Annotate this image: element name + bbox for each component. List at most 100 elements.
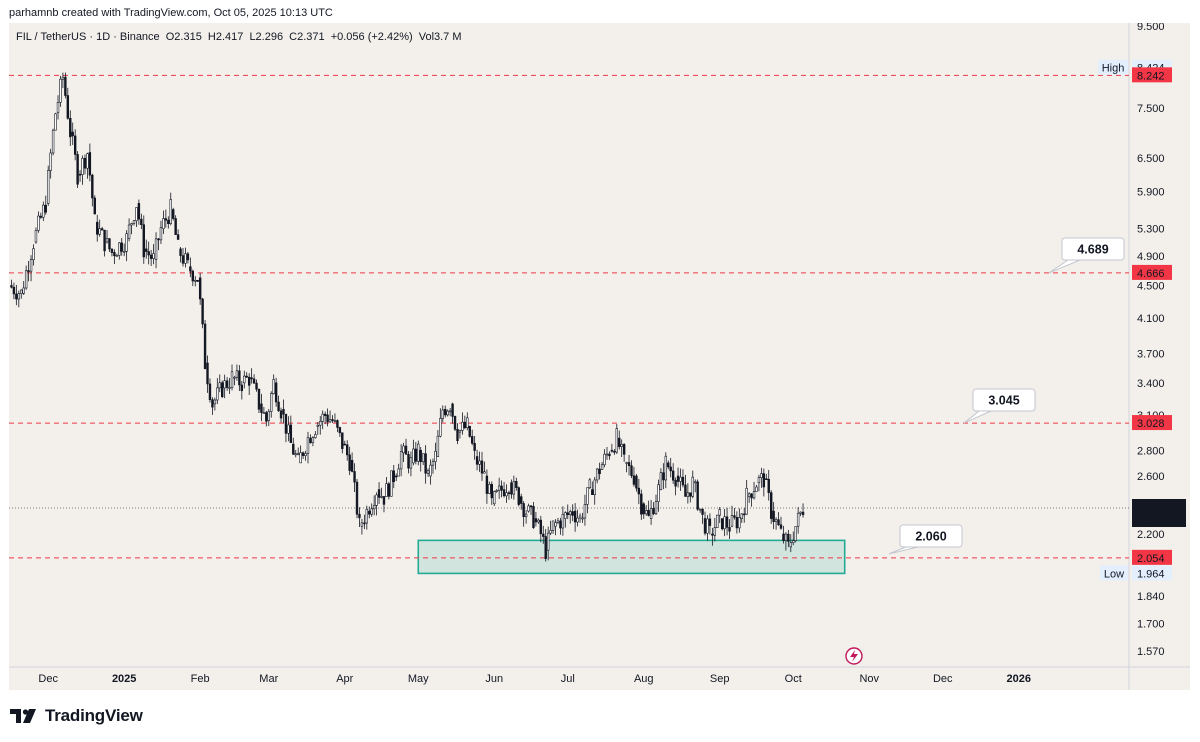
candle <box>387 481 391 500</box>
candle-body <box>475 456 479 465</box>
candle <box>419 447 422 472</box>
candle <box>382 496 386 513</box>
price-tick-label: 1.840 <box>1137 591 1165 603</box>
candle-body <box>137 203 141 220</box>
candle-body <box>370 508 373 515</box>
candle <box>96 214 99 242</box>
candle-body <box>140 218 143 225</box>
ohlc-change: +0.056 (+2.42%) <box>330 31 413 43</box>
tradingview-logo[interactable]: TradingView <box>10 706 143 726</box>
callout-pointer <box>963 410 992 424</box>
candle-body <box>760 473 763 478</box>
candle <box>772 502 775 530</box>
candle <box>630 460 633 479</box>
candle-body <box>331 419 334 421</box>
ohlc-open: O2.315 <box>165 31 202 43</box>
candle-body <box>497 485 501 491</box>
candle <box>76 151 79 188</box>
candle <box>47 165 50 206</box>
candle-body <box>667 462 670 468</box>
candle <box>434 442 437 470</box>
candle-body <box>473 442 476 451</box>
price-chart[interactable]: 4.689 3.045 2.060 9.500 7.500 6.500 5.900 5.300… <box>9 23 1190 690</box>
level-price-label: 3.028 <box>1137 418 1165 430</box>
chart-area[interactable]: 4.689 3.045 2.060 9.500 7.500 6.500 5.900 5.300… <box>9 23 1190 690</box>
candle <box>483 461 486 474</box>
candle-body <box>421 453 425 463</box>
candle-body <box>142 224 145 258</box>
callout-box <box>1061 237 1125 261</box>
symbol-pair[interactable]: FIL / TetherUS · 1D · Binance <box>16 31 160 43</box>
time-tick-label: 2026 <box>1006 673 1030 685</box>
candle-body <box>451 403 454 417</box>
candle <box>103 229 106 257</box>
candle <box>223 374 226 399</box>
candle <box>436 430 440 457</box>
candle-body <box>431 461 435 466</box>
candle <box>539 515 543 543</box>
candle-body <box>782 533 785 541</box>
candle <box>581 512 584 523</box>
price-tick-label: 6.500 <box>1137 153 1165 165</box>
candle-body <box>267 411 270 421</box>
candle-body <box>228 387 231 389</box>
candle <box>333 413 337 423</box>
candle-body <box>179 248 182 256</box>
candle-body <box>757 477 761 484</box>
candle-body <box>613 450 616 453</box>
candle <box>507 490 511 500</box>
candle <box>370 503 373 517</box>
candle-body <box>194 279 197 282</box>
candle <box>49 148 52 179</box>
candle <box>571 504 574 522</box>
price-tick-label: 3.400 <box>1137 378 1165 390</box>
candle <box>546 526 550 561</box>
candle <box>642 502 645 519</box>
time-tick-label: Jun <box>485 673 503 685</box>
candle-body <box>728 527 731 532</box>
candle-body <box>625 462 628 464</box>
candle <box>657 479 660 512</box>
candle-body <box>681 476 685 486</box>
candle <box>478 451 481 472</box>
candle <box>446 409 449 417</box>
time-tick-label: May <box>408 673 429 685</box>
candle-body <box>110 248 114 253</box>
symbol-legend[interactable]: FIL / TetherUS · 1D · Binance O2.315 H2.… <box>16 31 465 43</box>
candle-body <box>225 380 229 388</box>
candle <box>551 520 555 534</box>
candle <box>167 216 170 229</box>
candle <box>22 281 25 295</box>
candle-body <box>29 259 33 272</box>
candle <box>603 449 606 468</box>
candle-body <box>561 513 565 529</box>
candle <box>368 506 371 519</box>
price-tick-label: 5.900 <box>1137 186 1165 198</box>
candle-body <box>292 443 295 455</box>
candle-body <box>120 242 123 252</box>
candle <box>399 444 403 477</box>
candle <box>287 416 290 442</box>
price-tick-label: 1.700 <box>1137 619 1165 631</box>
candle <box>323 411 327 424</box>
candle-body <box>247 376 251 386</box>
candle <box>228 377 231 395</box>
candle-body <box>730 515 734 527</box>
candle <box>439 408 442 438</box>
candle <box>537 518 540 524</box>
candle-body <box>368 510 371 515</box>
candle <box>164 209 168 228</box>
candle <box>532 502 535 529</box>
candle <box>257 388 261 413</box>
candle-body <box>618 437 621 447</box>
callout-pointer <box>888 546 919 555</box>
candle <box>796 507 800 534</box>
candle <box>407 450 410 474</box>
candle-body <box>395 475 398 478</box>
candle-body <box>694 481 697 484</box>
low-marker-value: 1.964 <box>1137 568 1165 580</box>
candle-body <box>684 484 687 497</box>
candle <box>679 468 682 491</box>
candle-body <box>216 387 219 401</box>
candle <box>755 484 758 492</box>
